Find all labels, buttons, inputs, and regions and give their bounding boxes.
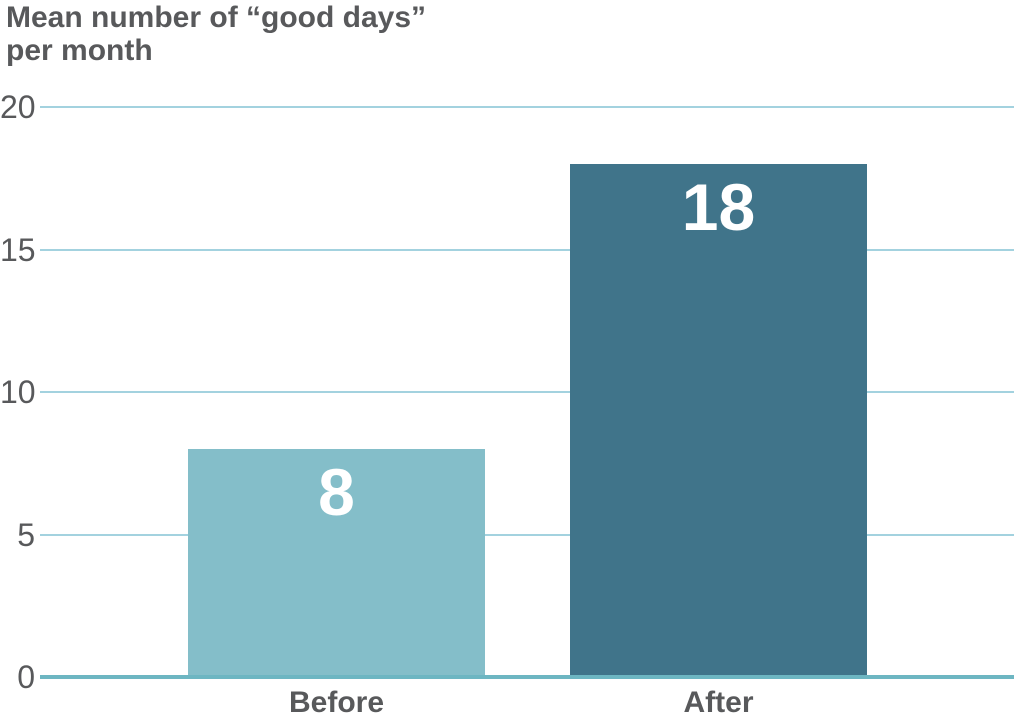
gridline: [40, 391, 1014, 393]
x-label-before: Before: [288, 686, 385, 719]
gridline: [40, 533, 1014, 536]
y-tick-label: 5: [17, 516, 35, 553]
bar-before: 8: [188, 449, 485, 677]
y-tick-label: 10: [0, 374, 36, 410]
y-tick-label: 0: [17, 659, 35, 695]
bar-after: 18: [570, 164, 867, 677]
x-axis-line: [40, 675, 1014, 679]
x-label-after: After: [683, 686, 754, 719]
y-tick-label: 15: [0, 231, 36, 268]
chart-title: Mean number of “good days” per month: [6, 1, 427, 67]
bar-value-label: 18: [681, 170, 756, 244]
gridline: [40, 106, 1014, 108]
gridline: [40, 248, 1014, 251]
y-tick-label: 20: [0, 89, 36, 125]
bar-value-label: 8: [318, 455, 355, 529]
